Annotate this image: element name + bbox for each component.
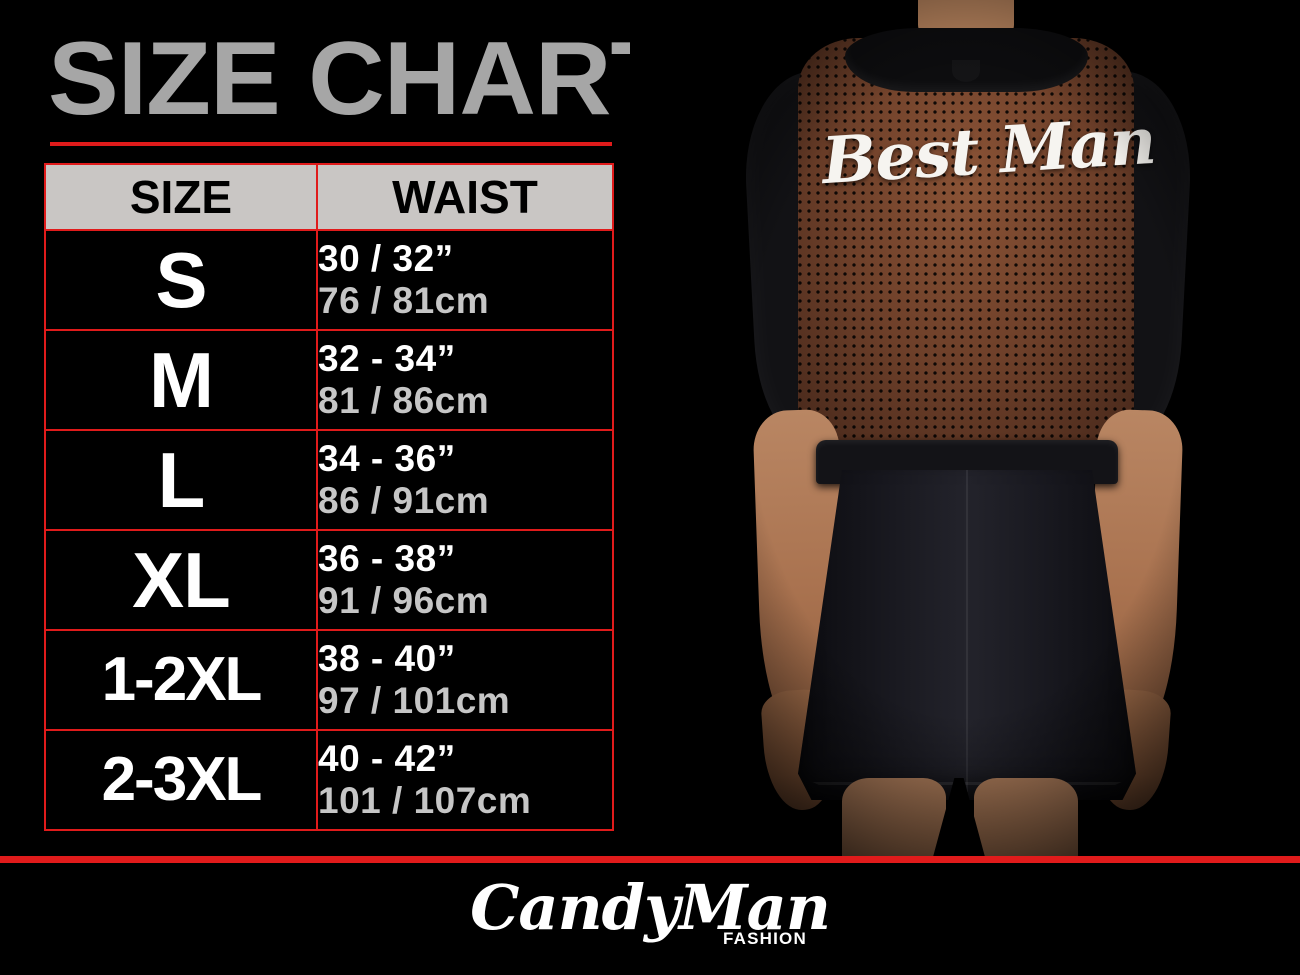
cell-size: S xyxy=(44,229,318,331)
cell-size: M xyxy=(44,329,318,431)
size-chart-panel: SIZE CHART SIZE WAIST S 30 / 32” 76 / 81… xyxy=(0,0,675,858)
page-title: SIZE CHART xyxy=(48,21,675,137)
cell-size: L xyxy=(44,429,318,531)
product-photo: Best Man xyxy=(630,0,1300,858)
model-leg-right xyxy=(974,778,1078,858)
table-row: 2-3XL 40 - 42” 101 / 107cm xyxy=(44,729,614,831)
size-chart-table: SIZE WAIST S 30 / 32” 76 / 81cm M 32 - 3… xyxy=(44,163,614,831)
waist-centimeters: 91 / 96cm xyxy=(318,580,490,621)
brand-logo: CandyMan FASHION xyxy=(0,863,1300,975)
table-row: 1-2XL 38 - 40” 97 / 101cm xyxy=(44,629,614,731)
column-header-size: SIZE xyxy=(44,163,318,231)
waist-inches: 38 - 40” xyxy=(318,638,456,679)
garment-skirt-seam xyxy=(966,470,968,792)
cell-waist: 36 - 38” 91 / 96cm xyxy=(316,529,614,631)
waist-inches: 40 - 42” xyxy=(318,738,456,779)
waist-inches: 34 - 36” xyxy=(318,438,456,479)
waist-inches: 36 - 38” xyxy=(318,538,456,579)
brand-subtitle: FASHION xyxy=(723,929,807,948)
cell-waist: 38 - 40” 97 / 101cm xyxy=(316,629,614,731)
waist-inches: 30 / 32” xyxy=(318,238,454,279)
cell-size: 1-2XL xyxy=(44,629,318,731)
cell-size: 2-3XL xyxy=(44,729,318,831)
table-row: S 30 / 32” 76 / 81cm xyxy=(44,229,614,331)
table-row: L 34 - 36” 86 / 91cm xyxy=(44,429,614,531)
mesh-fabric-overlay xyxy=(798,38,1134,458)
table-header-row: SIZE WAIST xyxy=(44,163,614,231)
cell-waist: 34 - 36” 86 / 91cm xyxy=(316,429,614,531)
waist-inches: 32 - 34” xyxy=(318,338,456,379)
garment-collar-notch xyxy=(952,60,980,82)
title-underline-rule xyxy=(50,142,612,146)
footer-divider-rule xyxy=(0,856,1300,863)
cell-size: XL xyxy=(44,529,318,631)
table-header: SIZE WAIST xyxy=(44,163,614,231)
waist-centimeters: 81 / 86cm xyxy=(318,380,490,421)
column-header-waist: WAIST xyxy=(316,163,614,231)
cell-waist: 40 - 42” 101 / 107cm xyxy=(316,729,614,831)
waist-centimeters: 76 / 81cm xyxy=(318,280,490,321)
brand-name: CandyMan xyxy=(470,871,831,944)
table-row: M 32 - 34” 81 / 86cm xyxy=(44,329,614,431)
waist-centimeters: 86 / 91cm xyxy=(318,480,490,521)
waist-centimeters: 97 / 101cm xyxy=(318,680,511,721)
waist-centimeters: 101 / 107cm xyxy=(318,780,532,821)
table-body: S 30 / 32” 76 / 81cm M 32 - 34” 81 / 86c… xyxy=(44,229,614,831)
footer: CandyMan FASHION xyxy=(0,863,1300,975)
cell-waist: 30 / 32” 76 / 81cm xyxy=(316,229,614,331)
model-leg-left xyxy=(842,778,946,858)
cell-waist: 32 - 34” 81 / 86cm xyxy=(316,329,614,431)
table-row: XL 36 - 38” 91 / 96cm xyxy=(44,529,614,631)
